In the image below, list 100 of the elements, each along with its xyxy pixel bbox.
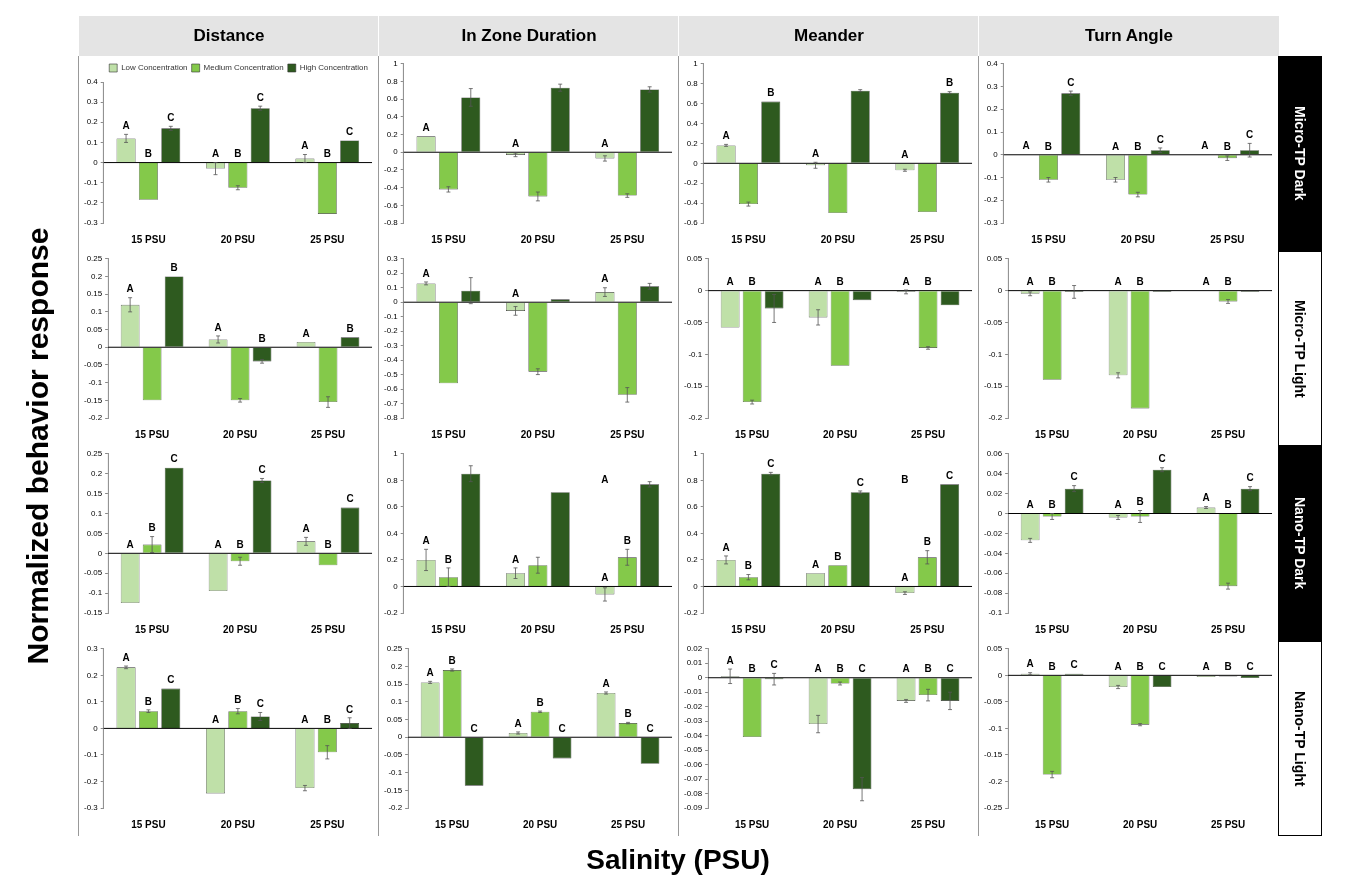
- y-tick-label: 0.2: [86, 670, 99, 680]
- y-tick-label: 0.25: [386, 643, 403, 654]
- y-tick-label: 0: [697, 285, 703, 295]
- y-tick-label: -0.05: [84, 568, 103, 578]
- y-tick-label: -0.15: [984, 381, 1003, 391]
- data-label: C: [167, 112, 175, 124]
- y-tick-label: -0.1: [988, 723, 1003, 733]
- data-label: C: [346, 703, 354, 715]
- y-tick-label: 1: [693, 58, 699, 69]
- y-tick-label: 0.2: [386, 555, 399, 565]
- y-tick-label: -0.6: [384, 384, 399, 394]
- y-tick-label: -0.3: [984, 218, 999, 228]
- x-tick-label: 25 PSU: [310, 233, 345, 245]
- data-label: B: [1048, 661, 1056, 673]
- x-tick-label: 15 PSU: [431, 623, 466, 635]
- data-label: C: [770, 659, 778, 671]
- y2-axis-title: Micro-TP Dark: [1278, 56, 1322, 251]
- y-tick-label: -0.06: [684, 759, 703, 769]
- x-tick-label: 25 PSU: [610, 428, 645, 440]
- data-label: C: [470, 722, 478, 734]
- data-label: B: [1044, 140, 1053, 152]
- data-label: C: [256, 698, 264, 710]
- chart-title: Meander: [678, 16, 979, 56]
- y-tick-label: 0: [97, 342, 103, 352]
- y-tick-label: -0.1: [88, 588, 103, 598]
- y-tick-label: 0.06: [986, 448, 1003, 459]
- y-tick-label: 0.4: [686, 118, 699, 128]
- data-label: B: [924, 276, 932, 288]
- data-label: A: [901, 149, 909, 161]
- x-tick-label: 25 PSU: [310, 623, 346, 635]
- y-tick-label: -0.8: [384, 218, 399, 228]
- y-tick-label: -0.1: [988, 349, 1003, 359]
- data-label: B: [144, 695, 153, 707]
- y-tick-label: -0.2: [384, 608, 399, 618]
- y-tick-label: 0.15: [86, 488, 103, 498]
- y-tick-label: 0: [693, 581, 699, 591]
- y-tick-label: -0.09: [684, 803, 703, 813]
- data-label: A: [511, 553, 520, 565]
- x-tick-label: 20 PSU: [1122, 428, 1158, 440]
- data-label: B: [1224, 276, 1232, 288]
- legend-label: Medium Concentration: [203, 63, 284, 73]
- y-tick-label: -0.05: [984, 697, 1003, 707]
- y-tick-label: 0.05: [686, 253, 703, 264]
- data-label: B: [144, 148, 153, 160]
- y-tick-label: 0.1: [391, 697, 403, 707]
- data-label: A: [1026, 658, 1034, 670]
- y-tick-label: 1: [393, 58, 399, 69]
- x-tick-label: 25 PSU: [610, 623, 645, 635]
- x-tick-label: 20 PSU: [220, 818, 256, 830]
- data-label: C: [256, 91, 264, 103]
- data-label: C: [946, 663, 954, 675]
- y-tick-label: -0.08: [684, 788, 703, 798]
- x-tick-label: 20 PSU: [822, 428, 858, 440]
- y-tick-label: -0.2: [384, 326, 399, 336]
- data-label: C: [346, 493, 354, 505]
- data-label: B: [148, 522, 156, 534]
- chart-title: Distance: [78, 16, 379, 56]
- data-label: A: [814, 276, 822, 288]
- y-tick-label: 0.25: [86, 448, 103, 459]
- data-label: A: [422, 535, 430, 547]
- data-label: A: [602, 677, 610, 689]
- data-label: A: [601, 273, 609, 285]
- y-tick-label: 0.1: [91, 508, 103, 518]
- data-label: C: [1246, 472, 1254, 484]
- legend-label: High Concentration: [299, 63, 368, 73]
- y-tick-label: -0.8: [384, 413, 399, 423]
- data-label: A: [514, 717, 522, 729]
- data-label: B: [346, 323, 354, 335]
- data-label: C: [1156, 133, 1164, 145]
- x-tick-label: 20 PSU: [1120, 233, 1156, 245]
- x-tick-label: 20 PSU: [222, 428, 258, 440]
- data-label: C: [558, 722, 566, 734]
- x-tick-label: 20 PSU: [520, 428, 556, 440]
- y-tick-label: -0.1: [84, 750, 99, 760]
- y-tick-label: 0.4: [386, 528, 399, 538]
- data-label: A: [1022, 140, 1030, 152]
- x-tick-label: 15 PSU: [134, 623, 170, 635]
- y-tick-label: 0.6: [686, 98, 699, 108]
- y-tick-label: 0.3: [86, 97, 99, 107]
- y-tick-label: 0.4: [386, 112, 399, 122]
- y-tick-label: 0.2: [86, 117, 99, 127]
- data-label: C: [1158, 453, 1166, 465]
- y-tick-label: 0.8: [686, 78, 699, 88]
- y-tick-label: -0.2: [84, 776, 99, 786]
- data-label: B: [748, 663, 756, 675]
- data-label: A: [214, 539, 222, 551]
- data-label: A: [901, 572, 909, 584]
- data-label: C: [258, 464, 266, 476]
- chart-title: In Zone Duration: [378, 16, 679, 56]
- x-tick-label: 20 PSU: [222, 623, 258, 635]
- y-tick-label: 0: [393, 147, 399, 157]
- y-tick-label: 0: [393, 581, 399, 591]
- data-label: B: [624, 708, 632, 720]
- data-label: B: [536, 696, 544, 708]
- data-label: B: [1134, 140, 1142, 152]
- y-tick-label: 0.15: [386, 679, 403, 689]
- y-tick-label: -0.15: [384, 785, 403, 795]
- data-label: A: [301, 140, 309, 152]
- y-tick-label: -0.1: [688, 349, 703, 359]
- y-tick-label: -0.4: [384, 355, 399, 365]
